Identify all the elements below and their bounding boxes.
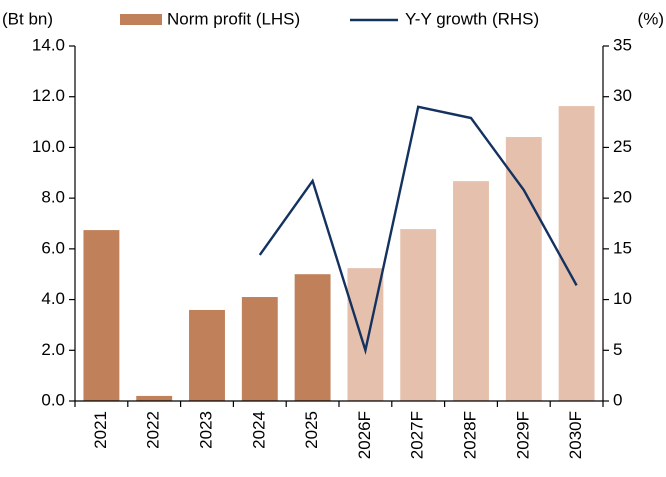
y2-tick-label: 15 (613, 238, 632, 257)
y-tick-label: 14.0 (32, 35, 65, 54)
y-tick-label: 10.0 (32, 137, 65, 156)
x-tick-label: 2025 (302, 411, 321, 449)
bar (136, 395, 173, 401)
y-tick-label: 0.0 (41, 390, 65, 409)
legend-label: Y-Y growth (RHS) (405, 9, 539, 28)
bar (294, 274, 331, 401)
y-tick-label: 2.0 (41, 340, 65, 359)
bar (505, 137, 542, 401)
y-tick-label: 6.0 (41, 238, 65, 257)
x-tick-label: 2027F (408, 411, 427, 459)
bar (241, 297, 278, 401)
bar (400, 229, 437, 401)
bar (83, 230, 120, 401)
y2-tick-label: 10 (613, 289, 632, 308)
y2-tick-label: 35 (613, 35, 632, 54)
bar (558, 106, 595, 401)
x-tick-label: 2026F (355, 411, 374, 459)
legend-swatch (120, 14, 162, 25)
y-tick-label: 4.0 (41, 289, 65, 308)
y2-tick-label: 20 (613, 188, 632, 207)
left-axis-label: (Bt bn) (2, 9, 53, 28)
x-tick-label: 2030F (566, 411, 585, 459)
x-tick-label: 2021 (91, 411, 110, 449)
x-tick-label: 2029F (513, 411, 532, 459)
y2-tick-label: 5 (613, 340, 622, 359)
legend-label: Norm profit (LHS) (167, 9, 300, 28)
x-tick-label: 2024 (249, 411, 268, 449)
x-tick-label: 2022 (144, 411, 163, 449)
y-tick-label: 12.0 (32, 86, 65, 105)
y2-tick-label: 25 (613, 137, 632, 156)
bar (453, 181, 489, 401)
y2-tick-label: 0 (613, 390, 622, 409)
line (258, 105, 578, 355)
bar (189, 309, 225, 401)
right-axis-label: (%) (638, 9, 664, 28)
y2-tick-label: 30 (613, 86, 632, 105)
y-tick-label: 8.0 (41, 188, 65, 207)
x-tick-label: 2028F (460, 411, 479, 459)
x-tick-label: 2023 (196, 411, 215, 449)
